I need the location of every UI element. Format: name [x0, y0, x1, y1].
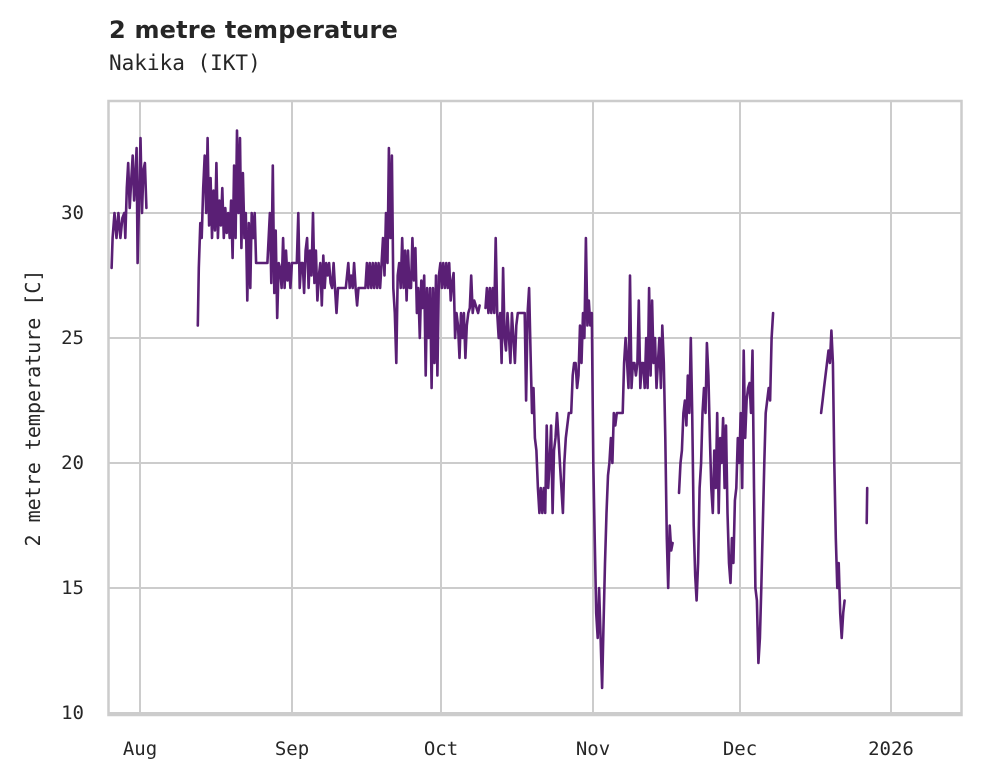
x-tick-label: Oct: [423, 738, 459, 760]
y-tick-label: 10: [61, 702, 84, 724]
y-tick-label: 20: [61, 452, 84, 474]
temperature-line-segment: [819, 329, 846, 640]
temperature-line-segment: [865, 486, 869, 525]
x-tick-label: Sep: [274, 738, 310, 760]
temperature-line-segment: [110, 136, 148, 270]
y-tick-label: 15: [61, 577, 84, 599]
x-tick-label: Nov: [575, 738, 611, 760]
temperature-line-segment: [484, 236, 674, 690]
y-tick-label: 25: [61, 327, 84, 349]
chart-subtitle: Nakika (IKT): [109, 51, 261, 75]
x-tick-label: Aug: [122, 738, 158, 760]
temperature-line-segment: [677, 311, 775, 665]
y-tick-label: 30: [61, 202, 84, 224]
temperature-line: [110, 129, 869, 690]
x-tick-label: Dec: [722, 738, 758, 760]
temperature-line-segment: [196, 129, 481, 390]
plot-frame: [107, 99, 963, 717]
x-tick-label: 2026: [868, 738, 914, 760]
chart-title: 2 metre temperature: [109, 16, 398, 44]
